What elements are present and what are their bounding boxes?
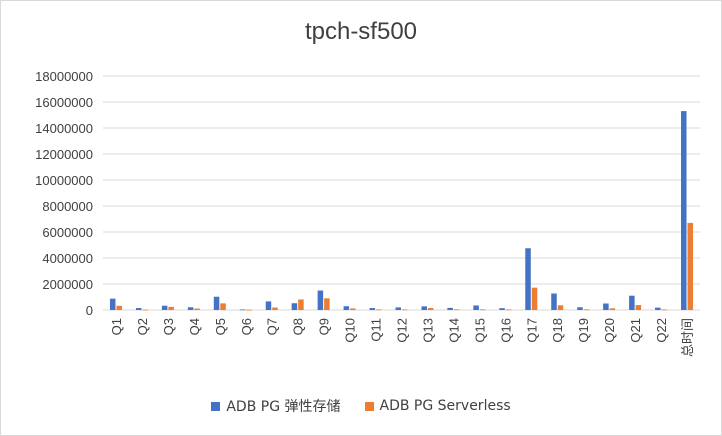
legend: ADB PG 弹性存储 ADB PG Serverless — [0, 396, 722, 416]
x-tick-label: Q9 — [317, 318, 332, 335]
bar-series-0-Q18 — [551, 293, 557, 310]
bar-series-0-Q14 — [447, 307, 453, 310]
x-tick-label: Q7 — [265, 318, 280, 335]
y-tick-label: 12000000 — [35, 147, 93, 162]
bar-series-0-Q21 — [629, 295, 635, 310]
bar-series-1-Q13 — [427, 308, 434, 310]
x-tick-label: Q13 — [420, 318, 435, 343]
bar-series-0-Q19 — [577, 307, 583, 310]
legend-label-series-1: ADB PG Serverless — [379, 398, 511, 414]
x-tick-label: Q20 — [602, 318, 617, 343]
bar-series-0-Q9 — [317, 290, 324, 310]
bar-series-0-Q17 — [525, 248, 531, 310]
x-tick-label: 总时间 — [680, 318, 695, 357]
bar-series-1-Q3 — [168, 306, 174, 310]
x-tick-label: Q3 — [161, 318, 176, 335]
bar-series-1-Q17 — [531, 287, 538, 310]
y-tick-label: 16000000 — [35, 95, 93, 110]
y-tick-label: 4000000 — [42, 251, 93, 266]
x-tick-label: Q5 — [213, 318, 228, 335]
bar-series-1-Q12 — [402, 309, 408, 311]
bar-series-0-Q6 — [239, 309, 246, 311]
bar-series-0-Q5 — [213, 296, 220, 310]
y-tick-label: 14000000 — [35, 121, 93, 136]
legend-label-series-0: ADB PG 弹性存储 — [226, 399, 341, 415]
bar-series-0-Q22 — [655, 307, 661, 310]
bar-series-1-Q20 — [609, 308, 616, 310]
x-tick-label: Q8 — [291, 318, 306, 335]
x-tick-label: Q18 — [550, 318, 565, 343]
legend-swatch-series-0 — [211, 401, 221, 411]
y-tick-label: 18000000 — [35, 69, 93, 84]
bar-series-1-Q8 — [298, 299, 304, 310]
legend-item-series-1: ADB PG Serverless — [364, 398, 511, 414]
bar-series-1-Q22 — [661, 309, 668, 311]
bar-series-1-Q11 — [376, 309, 382, 311]
bar-series-1-Q2 — [142, 309, 148, 311]
legend-swatch-series-1 — [364, 401, 374, 411]
y-tick-label: 8000000 — [42, 199, 93, 214]
bar-series-0-Q8 — [291, 303, 298, 310]
chart-title: tpch-sf500 — [304, 18, 418, 45]
x-tick-label: Q21 — [628, 318, 643, 343]
bar-series-1-Q1 — [116, 305, 122, 310]
x-tick-label: Q12 — [395, 318, 410, 343]
x-tick-label: Q6 — [239, 318, 254, 335]
bar-series-1-Q21 — [635, 305, 642, 310]
bar-series-0-Q12 — [395, 307, 401, 310]
bar-series-0-Q15 — [473, 305, 479, 310]
x-tick-label: Q10 — [343, 318, 358, 343]
bar-series-1-Q15 — [479, 309, 486, 311]
bar-series-0-Q13 — [421, 306, 427, 310]
y-tick-label: 10000000 — [35, 173, 93, 188]
legend-item-series-0: ADB PG 弹性存储 — [211, 396, 341, 416]
bar-series-0-Q3 — [161, 305, 168, 310]
bar-series-0-Q4 — [187, 307, 194, 310]
y-tick-label: 6000000 — [42, 225, 93, 240]
bar-series-1-Q19 — [583, 309, 590, 311]
bar-series-1-Q9 — [324, 298, 330, 310]
bar-series-0-Q10 — [343, 306, 350, 310]
x-tick-label: Q16 — [498, 318, 513, 343]
bar-series-1-Q4 — [194, 308, 200, 310]
y-tick-label: 2000000 — [42, 277, 93, 292]
bar-series-0-Q7 — [265, 301, 272, 310]
x-tick-label: Q4 — [187, 318, 202, 335]
bar-series-0-Q20 — [603, 303, 609, 310]
bar-series-1-Q7 — [272, 307, 278, 310]
x-tick-label: Q22 — [654, 318, 669, 343]
bar-series-1-Q5 — [220, 303, 226, 310]
bar-series-1-Q18 — [557, 305, 564, 310]
bar-series-0-总时间 — [681, 111, 687, 310]
y-tick-label: 0 — [86, 303, 93, 318]
bar-series-1-总时间 — [687, 222, 694, 310]
x-tick-label: Q14 — [446, 318, 461, 343]
bar-series-1-Q10 — [350, 308, 356, 310]
bar-series-0-Q2 — [135, 308, 142, 310]
bar-series-0-Q1 — [109, 298, 116, 310]
x-tick-label: Q15 — [472, 318, 487, 343]
x-tick-label: Q17 — [524, 318, 539, 343]
bar-series-1-Q14 — [453, 309, 460, 311]
x-tick-label: Q11 — [369, 318, 384, 342]
x-tick-label: Q19 — [576, 318, 591, 343]
x-tick-label: Q1 — [109, 318, 124, 335]
bar-series-0-Q16 — [499, 308, 505, 310]
bar-series-0-Q11 — [369, 308, 376, 310]
bar-series-1-Q16 — [505, 309, 512, 311]
bar-series-1-Q6 — [246, 309, 252, 311]
x-tick-label: Q2 — [135, 318, 150, 335]
